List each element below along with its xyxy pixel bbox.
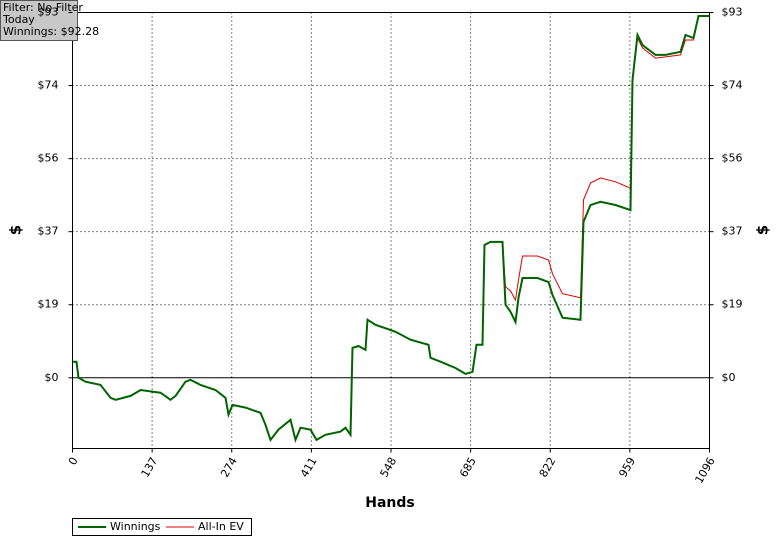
legend-label: All-In EV — [198, 520, 244, 533]
y-tick-label: $19 — [38, 298, 59, 311]
y-tick-label: $37 — [38, 225, 59, 238]
y2-tick-label: $74 — [722, 79, 743, 92]
info-text: Today — [2, 13, 35, 26]
y2-tick-label: $93 — [722, 6, 743, 19]
y2-tick-label: $56 — [722, 152, 743, 165]
series-line — [72, 15, 710, 444]
legend — [72, 518, 252, 536]
legend-label: Winnings — [110, 520, 161, 533]
y-axis-label: $ — [7, 225, 25, 235]
y2-axis-label: $ — [754, 225, 772, 235]
y-tick-label: $74 — [38, 79, 59, 92]
info-text: Filter: No Filter — [3, 1, 83, 14]
y-tick-label: $0 — [45, 371, 59, 384]
info-box — [0, 0, 78, 41]
x-axis-label: Hands — [365, 495, 415, 511]
y2-tick-label: $0 — [722, 371, 736, 384]
y2-tick-label: $37 — [722, 225, 743, 238]
info-text: Winnings: $92.28 — [3, 25, 99, 38]
y-tick-label: $93 — [38, 6, 59, 19]
y-tick-label: $56 — [38, 152, 59, 165]
y2-tick-label: $19 — [722, 298, 743, 311]
